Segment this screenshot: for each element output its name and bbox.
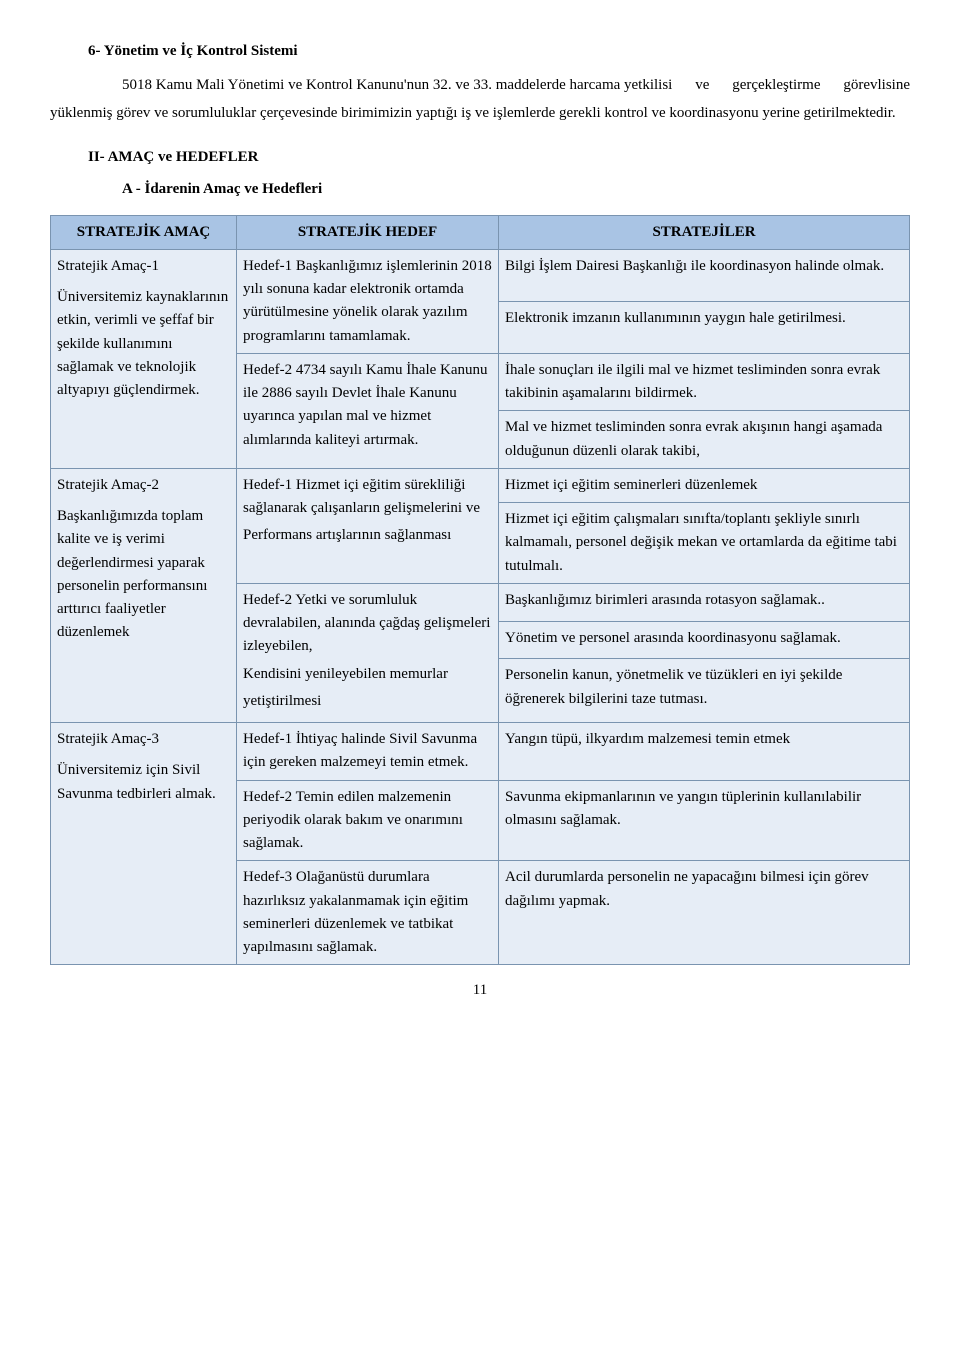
section-ii-heading: II- AMAÇ ve HEDEFLER: [88, 146, 910, 169]
hedef-2-2: Hedef-2 Yetki ve sorumluluk devralabilen…: [237, 583, 499, 722]
table-row: Stratejik Amaç-1 Üniversitemiz kaynaklar…: [51, 249, 910, 301]
intro-paragraph: 5018 Kamu Mali Yönetimi ve Kontrol Kanun…: [50, 71, 910, 128]
strat-3-1: Yangın tüpü, ilkyardım malzemesi temin e…: [499, 723, 910, 781]
amac-3-cell: Stratejik Amaç-3 Üniversitemiz için Sivi…: [51, 723, 237, 965]
hedef-2-2c: yetiştirilmesi: [243, 690, 492, 713]
strat-2-3: Başkanlığımız birimleri arasında rotasyo…: [499, 583, 910, 621]
hedef-2-1b: Performans artışlarının sağlanması: [243, 524, 492, 547]
amac-2-title: Stratejik Amaç-2: [57, 474, 230, 497]
strat-2-2: Hizmet içi eğitim çalışmaları sınıfta/to…: [499, 503, 910, 584]
amac-3-body: Üniversitemiz için Sivil Savunma tedbirl…: [57, 759, 230, 806]
amac-2-body: Başkanlığımızda toplam kalite ve iş veri…: [57, 505, 230, 645]
hedef-3-3: Hedef-3 Olağanüstü durumlara hazırlıksız…: [237, 861, 499, 965]
hedef-2-2b: Kendisini yenileyebilen memurlar: [243, 663, 492, 686]
strat-3-2: Savunma ekipmanlarının ve yangın tüpleri…: [499, 780, 910, 861]
header-hedef: STRATEJİK HEDEF: [237, 215, 499, 249]
strat-2-5: Personelin kanun, yönetmelik ve tüzükler…: [499, 659, 910, 723]
hedef-2-2a: Hedef-2 Yetki ve sorumluluk devralabilen…: [243, 589, 492, 659]
hedef-2-1a: Hedef-1 Hizmet içi eğitim sürekliliği sa…: [243, 474, 492, 521]
amac-2-cell: Stratejik Amaç-2 Başkanlığımızda toplam …: [51, 468, 237, 722]
strat-1-3: İhale sonuçları ile ilgili mal ve hizmet…: [499, 353, 910, 411]
hedef-1-2: Hedef-2 4734 sayılı Kamu İhale Kanunu il…: [237, 353, 499, 468]
amac-1-body: Üniversitemiz kaynaklarının etkin, verim…: [57, 286, 230, 402]
hedef-3-1: Hedef-1 İhtiyaç halinde Sivil Savunma iç…: [237, 723, 499, 781]
strat-3-3: Acil durumlarda personelin ne yapacağını…: [499, 861, 910, 965]
amac-3-title: Stratejik Amaç-3: [57, 728, 230, 751]
header-stratejiler: STRATEJİLER: [499, 215, 910, 249]
amac-1-title: Stratejik Amaç-1: [57, 255, 230, 278]
strategy-table: STRATEJİK AMAÇ STRATEJİK HEDEF STRATEJİL…: [50, 215, 910, 966]
hedef-1-1: Hedef-1 Başkanlığımız işlemlerinin 2018 …: [237, 249, 499, 353]
page-number: 11: [50, 979, 910, 1002]
table-row: Stratejik Amaç-2 Başkanlığımızda toplam …: [51, 468, 910, 502]
intro-lead: 5018 Kamu Mali Yönetimi ve Kontrol Kanun…: [122, 71, 672, 100]
strat-1-2: Elektronik imzanın kullanımının yaygın h…: [499, 301, 910, 353]
subsection-a-heading: A - İdarenin Amaç ve Hedefleri: [122, 178, 910, 201]
section-heading: 6- Yönetim ve İç Kontrol Sistemi: [88, 40, 910, 63]
table-row: Stratejik Amaç-3 Üniversitemiz için Sivi…: [51, 723, 910, 781]
hedef-2-1: Hedef-1 Hizmet içi eğitim sürekliliği sa…: [237, 468, 499, 583]
strat-1-4: Mal ve hizmet tesliminden sonra evrak ak…: [499, 411, 910, 469]
strat-1-1: Bilgi İşlem Dairesi Başkanlığı ile koord…: [499, 249, 910, 301]
table-header-row: STRATEJİK AMAÇ STRATEJİK HEDEF STRATEJİL…: [51, 215, 910, 249]
strat-2-4: Yönetim ve personel arasında koordinasyo…: [499, 621, 910, 659]
strat-2-1: Hizmet içi eğitim seminerleri düzenlemek: [499, 468, 910, 502]
amac-1-cell: Stratejik Amaç-1 Üniversitemiz kaynaklar…: [51, 249, 237, 468]
header-amac: STRATEJİK AMAÇ: [51, 215, 237, 249]
hedef-3-2: Hedef-2 Temin edilen malzemenin periyodi…: [237, 780, 499, 861]
